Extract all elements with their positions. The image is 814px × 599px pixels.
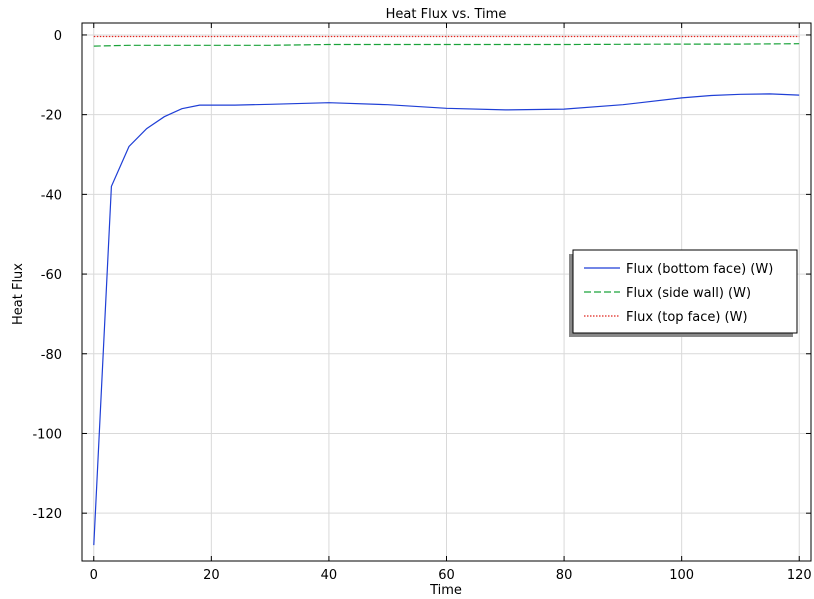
x-tick-label: 100 xyxy=(669,568,694,583)
x-axis-label: Time xyxy=(429,583,462,598)
series-line-0 xyxy=(93,93,800,546)
x-tick-label: 40 xyxy=(321,568,338,583)
y-tick-label: -120 xyxy=(32,507,62,522)
y-tick-label: -100 xyxy=(32,427,62,442)
y-tick-label: -20 xyxy=(41,109,62,124)
x-tick-label: 20 xyxy=(203,568,220,583)
chart-title: Heat Flux vs. Time xyxy=(386,7,507,22)
y-tick-label: 0 xyxy=(54,29,62,44)
y-tick-label: -60 xyxy=(41,268,62,283)
x-tick-label: 0 xyxy=(90,568,98,583)
legend: Flux (bottom face) (W) Flux (side wall) (… xyxy=(569,249,798,337)
y-tick-label: -80 xyxy=(41,348,62,363)
x-tick-label: 60 xyxy=(438,568,455,583)
axis-ticks: 0 20 40 60 80 100 120 0 -20 -40 -60 -80 -100 -120 xyxy=(32,23,812,583)
y-axis-label: Heat Flux xyxy=(11,263,26,325)
x-tick-label: 80 xyxy=(556,568,573,583)
series-line-1 xyxy=(93,43,800,47)
y-tick-label: -40 xyxy=(41,188,62,203)
series-lines xyxy=(93,35,800,546)
x-tick-label: 120 xyxy=(787,568,812,583)
legend-label-2: Flux (top face) (W) xyxy=(626,310,748,325)
legend-label-1: Flux (side wall) (W) xyxy=(626,286,751,301)
legend-label-0: Flux (bottom face) (W) xyxy=(626,262,773,277)
